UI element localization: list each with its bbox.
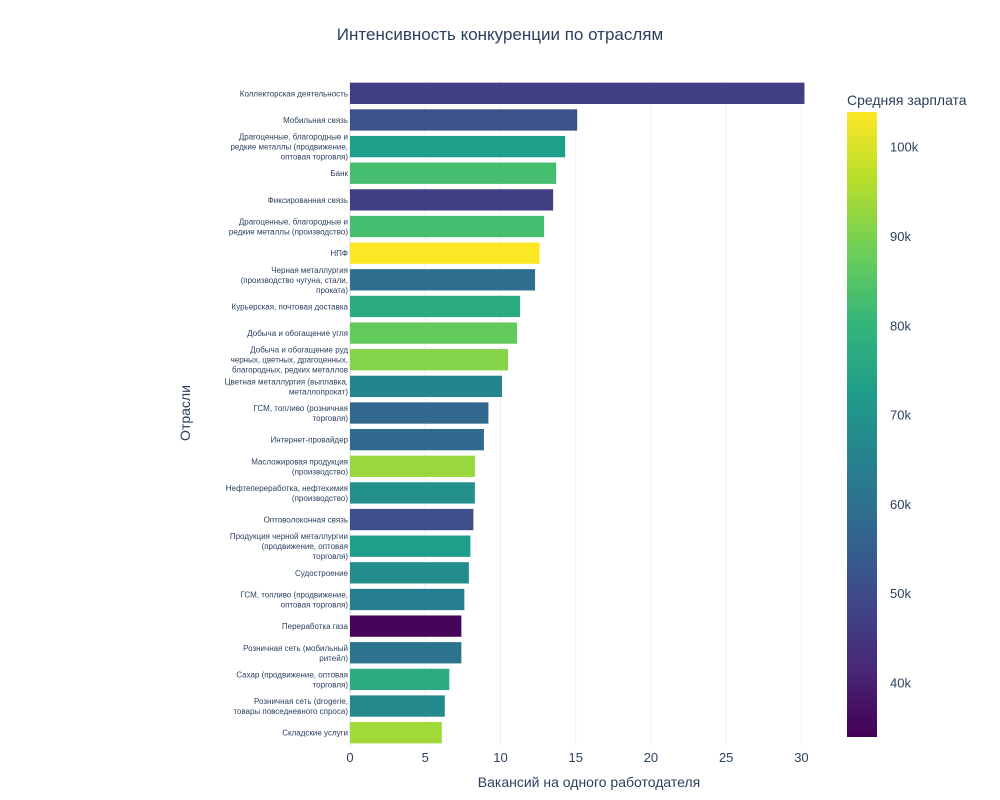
bar [350,562,469,584]
category-label: Судостроение [295,569,349,578]
bar [350,135,566,158]
category-label: НПФ [330,249,348,258]
colorbar-tick-label: 70k [890,408,911,423]
category-label: Оптоволоконная связь [264,516,348,525]
bar [350,82,805,104]
colorbar-tick-label: 100k [890,140,919,155]
colorbar-tick-label: 40k [890,675,911,690]
colorbar-tick-label: 50k [890,586,911,601]
category-label: Нефтепереработка, нефтехимия (производств… [226,484,349,503]
category-label: Цветная металлургия (выплавка, металлопро… [225,377,349,396]
category-label: Складские услуги [282,729,348,738]
bar [350,722,442,744]
bar [350,295,521,318]
x-axis-ticks: 0 5 10 15 20 25 30 [346,750,808,765]
category-labels: Коллекторская деятельность Мобильная связ… [225,89,349,737]
colorbar-gradient [847,112,877,737]
category-label: ГСМ, топливо (розничная торговля) [254,404,349,423]
colorbar-tick-label: 80k [890,318,911,333]
bar [350,695,445,717]
bar [350,455,475,477]
bar [350,482,475,504]
colorbar-title: Средняя зарплата [847,92,967,108]
bar [350,535,471,557]
category-label: Фиксированная связь [268,196,348,205]
category-label: Переработка газа [282,622,349,631]
category-label: Коллекторская деятельность [240,89,348,98]
category-label: Розничная сеть (drogerie, товары повседне… [233,697,348,716]
category-label: Продукция черной металлургии (продвижение… [230,532,348,561]
bar [350,109,578,131]
category-label: Драгоценные, благородные и редкие металлы… [230,133,348,162]
bar [350,189,554,211]
category-label: Черная металлургия (производство чугуна, … [241,266,349,295]
x-tick-label: 5 [422,750,429,765]
category-label: Сахар (продвижение, оптовая торговля) [236,670,348,689]
category-label: Добыча и обогащение руд черных, цветных, … [231,346,349,375]
bar [350,349,508,371]
category-label: Интернет-провайдер [271,436,349,445]
bar [350,215,545,238]
category-label: Курьерская, почтовая доставка [232,302,349,311]
x-tick-label: 15 [568,750,582,765]
bar [350,322,518,344]
bar [350,428,484,451]
category-label: Добыча и обогащение угля [247,329,348,338]
bar [350,375,502,398]
bar [350,242,540,264]
bars-group [350,82,805,744]
category-label: Мобильная связь [283,116,348,125]
colorbar-tick-label: 90k [890,229,911,244]
bar [350,402,489,424]
category-label: Розничная сеть (мобильный ритейл) [243,644,348,663]
x-tick-label: 10 [493,750,507,765]
bar [350,615,462,637]
x-tick-label: 0 [346,750,353,765]
bar [350,508,474,531]
bar [350,668,450,691]
colorbar-tick-label: 60k [890,497,911,512]
x-tick-label: 20 [644,750,658,765]
x-tick-label: 30 [794,750,808,765]
x-tick-label: 25 [719,750,733,765]
bar [350,642,462,664]
colorbar-ticks: 40k 50k 60k 70k 80k 90k 100k [890,140,919,691]
colorbar: Средняя зарплата 40k 50k 60k 70k 80k 90k 100k [847,92,967,737]
category-label: Драгоценные, благородные и редкие металлы… [229,218,348,237]
bar [350,162,557,184]
bar [350,588,465,611]
chart-title: Интенсивность конкуренции по отраслям [337,25,663,44]
x-axis-title: Вакансий на одного работодателя [478,774,700,790]
bar [350,269,536,291]
category-label: Банк [330,169,348,178]
y-axis-title: Отрасли [177,385,193,441]
category-label: ГСМ, топливо (продвижение, оптовая торгов… [240,590,348,609]
category-label: Масложировая продукция (производство) [251,457,348,476]
